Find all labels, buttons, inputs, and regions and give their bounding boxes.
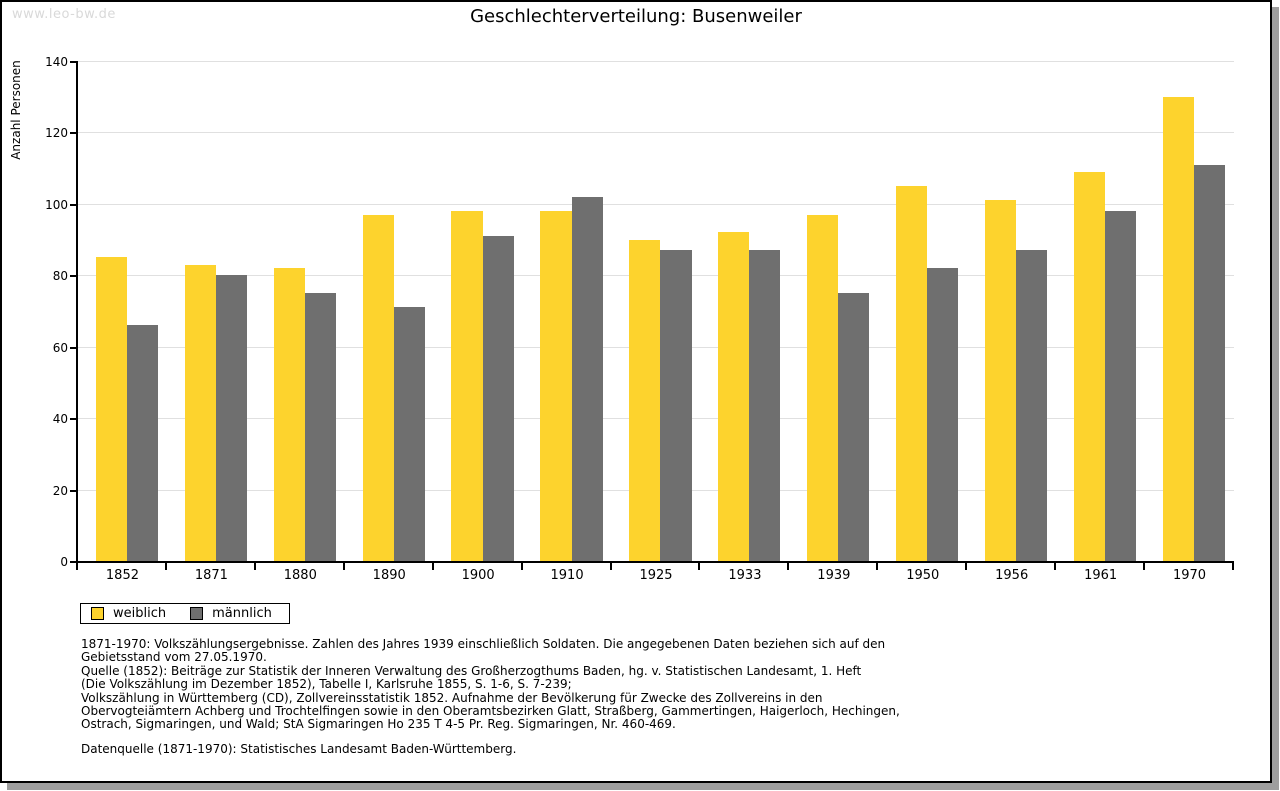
y-tick-mark xyxy=(70,203,76,206)
datasource-note: Datenquelle (1871-1970): Statistisches L… xyxy=(81,742,517,756)
legend: weiblich männlich xyxy=(80,603,290,624)
bar-weiblich-1852 xyxy=(95,257,127,561)
bar-mnnlich-1880 xyxy=(304,293,336,561)
y-tick-mark xyxy=(70,489,76,492)
y-tick-mark xyxy=(70,346,76,349)
footnote-line: Quelle (1852): Beiträge zur Statistik de… xyxy=(81,663,862,678)
x-tick-label: 1890 xyxy=(372,568,406,583)
footnote-line: Obervogteiämtern Achberg und Trochtelfin… xyxy=(81,704,900,719)
footnote-line: Volkszählung in Württemberg (CD), Zollve… xyxy=(81,690,823,705)
x-tick-label: 1925 xyxy=(639,568,673,583)
gridline xyxy=(78,132,1234,134)
plot-area xyxy=(76,61,1234,563)
bar-mnnlich-1852 xyxy=(126,325,159,561)
y-tick-label: 60 xyxy=(52,340,68,355)
bar-weiblich-1925 xyxy=(629,239,661,561)
x-tick-mark xyxy=(253,563,256,570)
bar-mnnlich-1933 xyxy=(749,250,781,561)
x-tick-mark xyxy=(876,563,879,570)
x-tick-mark xyxy=(787,563,790,570)
bar-mnnlich-1961 xyxy=(1105,211,1137,561)
x-tick-mark xyxy=(965,563,968,570)
bar-mnnlich-1939 xyxy=(838,293,870,561)
y-tick-label: 40 xyxy=(52,412,68,427)
bar-weiblich-1939 xyxy=(807,214,839,561)
y-axis-label: Anzahl Personen xyxy=(9,60,23,160)
legend-label: weiblich xyxy=(113,606,167,621)
legend-label: männlich xyxy=(212,606,272,621)
y-tick-label: 80 xyxy=(52,269,68,284)
y-tick-mark xyxy=(70,418,76,421)
gridline xyxy=(78,203,1234,205)
x-tick-label: 1961 xyxy=(1084,568,1118,583)
watermark-url: www.leo-bw.de xyxy=(12,7,116,22)
bar-mnnlich-1925 xyxy=(660,250,692,561)
x-tick-label: 1950 xyxy=(906,568,940,583)
y-tick-label: 140 xyxy=(45,55,68,69)
x-tick-label: 1880 xyxy=(283,568,317,583)
footnotes: 1871-1970: Volkszählungsergebnisse. Zahl… xyxy=(81,637,900,732)
bar-weiblich-1880 xyxy=(273,268,305,561)
bar-weiblich-1933 xyxy=(718,232,750,561)
bar-weiblich-1956 xyxy=(985,200,1017,561)
legend-item-mnnlich: männlich xyxy=(190,606,272,621)
bar-weiblich-1900 xyxy=(451,211,483,561)
bar-weiblich-1950 xyxy=(896,186,928,561)
x-tick-label: 1871 xyxy=(194,568,228,583)
x-tick-mark xyxy=(1143,563,1146,570)
footnote-line: 1871-1970: Volkszählungsergebnisse. Zahl… xyxy=(81,637,886,651)
bar-mnnlich-1871 xyxy=(215,275,247,561)
x-tick-mark xyxy=(609,563,612,570)
x-tick-mark xyxy=(698,563,701,570)
x-tick-mark xyxy=(342,563,345,570)
bar-mnnlich-1900 xyxy=(482,236,514,561)
footnote-line: Ostrach, Sigmaringen, und Wald; StA Sigm… xyxy=(81,717,676,732)
x-tick-label: 1933 xyxy=(728,568,762,583)
y-tick-mark xyxy=(70,61,76,63)
y-tick-label: 100 xyxy=(45,197,68,212)
x-tick-mark xyxy=(520,563,523,570)
x-tick-mark xyxy=(76,563,78,570)
legend-item-weiblich: weiblich xyxy=(91,606,166,621)
x-tick-label: 1939 xyxy=(817,568,851,583)
bar-mnnlich-1970 xyxy=(1193,164,1226,561)
x-tick-mark xyxy=(164,563,167,570)
bar-weiblich-1910 xyxy=(540,211,572,561)
bar-weiblich-1871 xyxy=(184,264,216,561)
x-tick-label: 1900 xyxy=(461,568,495,583)
bar-mnnlich-1950 xyxy=(927,268,959,561)
y-tick-mark xyxy=(70,275,76,278)
bar-weiblich-1970 xyxy=(1162,96,1194,561)
x-tick-label: 1970 xyxy=(1172,568,1207,583)
bar-mnnlich-1956 xyxy=(1016,250,1048,561)
gridline xyxy=(78,61,1234,62)
footnote-line: Gebietsstand vom 27.05.1970. xyxy=(81,650,267,665)
y-tick-label: 120 xyxy=(45,126,68,141)
x-tick-mark xyxy=(431,563,434,570)
y-tick-label: 20 xyxy=(52,483,68,498)
y-tick-label: 0 xyxy=(60,555,68,569)
x-tick-mark xyxy=(1054,563,1057,570)
footnote-line: (Die Volkszählung im Dezember 1852), Tab… xyxy=(81,677,572,692)
bar-weiblich-1890 xyxy=(362,214,394,561)
x-tick-mark xyxy=(1232,563,1234,570)
legend-swatch-weiblich-icon xyxy=(91,607,104,620)
legend-swatch-mnnlich-icon xyxy=(190,607,204,620)
bar-mnnlich-1910 xyxy=(571,196,603,561)
x-tick-label: 1852 xyxy=(105,568,139,583)
y-tick-mark xyxy=(70,561,76,563)
x-tick-label: 1956 xyxy=(995,568,1029,583)
x-tick-label: 1910 xyxy=(550,568,584,583)
bar-weiblich-1961 xyxy=(1073,171,1106,561)
y-tick-mark xyxy=(70,132,76,135)
chart-title: Geschlechterverteilung: Busenweiler xyxy=(470,6,802,27)
bar-mnnlich-1890 xyxy=(393,307,425,561)
